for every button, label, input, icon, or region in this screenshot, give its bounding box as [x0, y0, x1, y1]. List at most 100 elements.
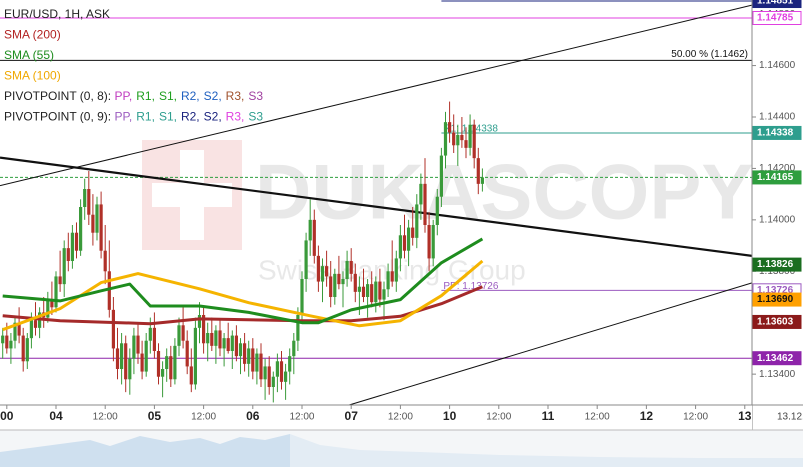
- pivot-legend-item: R2,: [181, 89, 200, 103]
- y-tick-label: 1.14000: [759, 214, 796, 225]
- candle-body: [136, 335, 140, 354]
- price-tag: [752, 314, 802, 329]
- price-tag: [752, 0, 802, 9]
- candle-body: [296, 315, 300, 341]
- candle-body: [1, 335, 5, 344]
- pivot-legend-item: S3: [248, 89, 263, 103]
- candle-body: [374, 281, 378, 303]
- x-tick-label: 12: [640, 409, 654, 423]
- pivot-legend: PIVOTPOINT (0, 9): PP, R1, S1, R2, S2, R3, S3: [4, 110, 263, 124]
- candle-body: [365, 284, 370, 297]
- candle-body: [447, 122, 452, 133]
- candle-body: [107, 271, 111, 310]
- sma-line: [2, 237, 484, 325]
- candle-body: [202, 315, 206, 344]
- y-tick-label: 1.14400: [759, 112, 796, 123]
- candle-body: [242, 343, 247, 364]
- candle-body: [234, 335, 238, 357]
- price-tag: [752, 11, 802, 25]
- candle-body: [21, 335, 25, 362]
- candle-body: [460, 135, 464, 141]
- candle-body: [419, 183, 423, 205]
- y-tick-label: 1.14600: [759, 60, 796, 71]
- legend-entry: SMA (200): [4, 28, 61, 42]
- candle-body: [259, 353, 263, 380]
- candle-body: [480, 177, 484, 184]
- date-label: 13.12.2018: [777, 412, 803, 423]
- candle-body: [378, 281, 382, 300]
- candle-body: [431, 225, 435, 259]
- pivot-legend-title: PIVOTPOINT (0, 8):: [4, 89, 114, 103]
- pivot-legend-item: S1,: [159, 110, 177, 124]
- candle-body: [349, 261, 353, 274]
- x-tick-label: 04: [49, 409, 63, 423]
- candle-body: [279, 361, 284, 382]
- candle-body: [263, 366, 267, 380]
- x-tick-label: 07: [345, 409, 359, 423]
- candle-body: [120, 343, 124, 369]
- candle-body: [472, 124, 476, 159]
- pivot-legend: PIVOTPOINT (0, 8): PP, R1, S1, R2, S2, R3, S3: [4, 89, 263, 103]
- candle-body: [357, 286, 361, 292]
- candle-body: [140, 353, 144, 372]
- candle-body: [300, 279, 304, 315]
- price-tag: [752, 170, 802, 185]
- candle-body: [222, 338, 226, 349]
- candle-body: [345, 261, 349, 279]
- candle-body: [402, 235, 407, 251]
- x-tick-label: 12:00: [585, 412, 610, 423]
- candle-body: [33, 320, 38, 328]
- candle-body: [197, 315, 202, 328]
- x-tick-label: 11: [542, 409, 555, 423]
- candle-body: [152, 327, 157, 351]
- legend-entry: SMA (55): [4, 48, 54, 62]
- candle-body: [415, 204, 419, 238]
- candle-body: [443, 122, 448, 156]
- candle-body: [230, 335, 234, 351]
- candle-body: [312, 219, 316, 256]
- candle-body: [128, 358, 132, 380]
- pivot-legend-item: R1,: [136, 110, 155, 124]
- candle-body: [54, 276, 58, 308]
- candle-body: [161, 369, 165, 377]
- candle-body: [46, 299, 50, 318]
- candle-body: [238, 343, 243, 357]
- candle-body: [111, 309, 116, 349]
- candle-body: [62, 248, 66, 285]
- x-tick-label: 12:00: [683, 412, 708, 423]
- x-tick-label: 12:00: [93, 412, 118, 423]
- pivot-legend-item: S2,: [204, 110, 222, 124]
- candle-body: [210, 333, 214, 346]
- candle-body: [456, 135, 460, 146]
- candle-body: [148, 327, 152, 341]
- x-tick-label: 12:00: [388, 412, 413, 423]
- watermark-cross: [180, 150, 204, 240]
- candle-body: [226, 338, 230, 351]
- candle-body: [103, 250, 107, 272]
- y-tick-label: 1.14200: [759, 163, 796, 174]
- price-tag: [752, 292, 802, 307]
- x-tick-label: 12:00: [486, 412, 511, 423]
- candle-body: [390, 271, 394, 282]
- price-tag-label: 1.14338: [757, 128, 794, 139]
- candle-body: [95, 204, 99, 233]
- price-tag: [752, 351, 802, 366]
- trendline: [344, 282, 753, 407]
- x-tick-label: 06: [246, 409, 260, 423]
- pivot-legend-item: R2,: [181, 110, 200, 124]
- candle-body: [185, 340, 189, 367]
- candle-body: [464, 140, 468, 148]
- candle-body: [206, 333, 210, 344]
- candle-body: [308, 219, 312, 241]
- candle-body: [214, 330, 218, 346]
- candle-body: [25, 338, 29, 362]
- candle-body: [251, 348, 255, 372]
- candle-body: [181, 325, 185, 341]
- pivot-legend-item: S1,: [159, 89, 177, 103]
- candle-body: [476, 158, 480, 184]
- candle-body: [132, 335, 136, 359]
- price-tag-label: 1.14851: [757, 0, 794, 7]
- candle-body: [386, 271, 390, 290]
- time-axis-panel: [0, 405, 752, 430]
